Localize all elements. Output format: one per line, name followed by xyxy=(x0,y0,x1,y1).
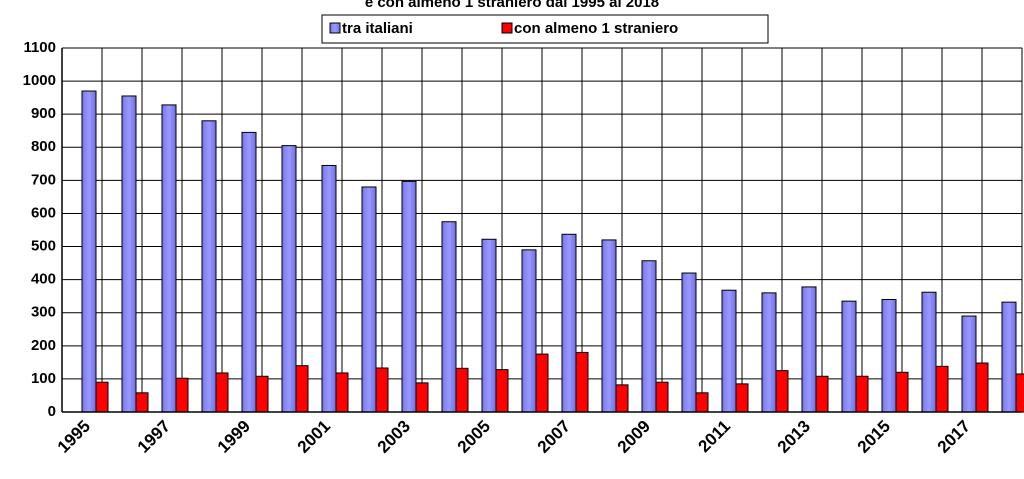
bar xyxy=(975,362,989,413)
y-tick-label: 400 xyxy=(31,271,56,288)
bar xyxy=(695,392,709,413)
bar xyxy=(481,238,497,413)
bar xyxy=(241,131,257,413)
y-tick-label: 200 xyxy=(31,337,56,354)
x-tick-label: 2017 xyxy=(934,417,974,457)
bar xyxy=(1015,373,1024,413)
bar xyxy=(921,291,937,413)
bar xyxy=(535,353,549,413)
x-tick-label: 2013 xyxy=(774,417,814,457)
x-tick-label: 2005 xyxy=(454,417,494,457)
bar xyxy=(841,300,857,413)
bar xyxy=(95,381,109,413)
y-tick-label: 1000 xyxy=(23,72,56,89)
bar xyxy=(735,383,749,413)
bar xyxy=(681,272,697,413)
bar xyxy=(815,375,829,413)
bar xyxy=(1001,301,1017,413)
x-tick-label: 2007 xyxy=(534,417,574,457)
y-tick-label: 500 xyxy=(31,238,56,255)
bar xyxy=(961,315,977,413)
y-tick-label: 600 xyxy=(31,204,56,221)
bar xyxy=(255,375,269,413)
legend-swatch xyxy=(501,22,513,34)
x-tick-label: 1995 xyxy=(54,417,94,457)
bar xyxy=(81,90,97,413)
y-tick-label: 900 xyxy=(31,105,56,122)
bar xyxy=(361,186,377,413)
bar xyxy=(655,381,669,413)
legend-swatch xyxy=(329,22,341,34)
x-tick-label: 2011 xyxy=(694,417,734,457)
x-tick-label: 2015 xyxy=(854,417,894,457)
bar xyxy=(321,164,337,413)
bar xyxy=(721,289,737,413)
bar xyxy=(175,377,189,413)
bar xyxy=(615,384,629,413)
bar xyxy=(215,372,229,413)
x-tick-label: 2003 xyxy=(374,417,414,457)
x-tick-label: 2001 xyxy=(294,417,334,457)
bar xyxy=(401,180,417,413)
bar xyxy=(521,249,537,413)
y-tick-label: 300 xyxy=(31,304,56,321)
bar xyxy=(561,233,577,413)
bar xyxy=(335,372,349,413)
bar xyxy=(495,369,509,413)
x-tick-label: 2009 xyxy=(614,417,654,457)
legend-label: tra italiani xyxy=(342,20,413,37)
bar xyxy=(455,367,469,413)
chart-title: e con almeno 1 straniero dal 1995 al 201… xyxy=(365,0,659,11)
bar xyxy=(121,95,137,413)
bar xyxy=(375,367,389,413)
bar xyxy=(441,221,457,413)
x-tick-label: 1997 xyxy=(134,417,174,457)
bar xyxy=(135,392,149,413)
legend-label: con almeno 1 straniero xyxy=(514,20,678,37)
bar xyxy=(855,375,869,413)
x-tick-label: 1999 xyxy=(214,417,254,457)
bar xyxy=(575,351,589,413)
bar xyxy=(761,292,777,413)
bar xyxy=(415,382,429,413)
bar xyxy=(641,260,657,413)
bar xyxy=(895,371,909,413)
bar xyxy=(281,145,297,413)
bar xyxy=(881,298,897,413)
legend-box xyxy=(321,14,769,44)
y-tick-label: 100 xyxy=(31,370,56,387)
bar xyxy=(295,365,309,413)
bar xyxy=(801,286,817,413)
y-tick-label: 700 xyxy=(31,171,56,188)
y-tick-label: 1100 xyxy=(23,39,56,56)
bar xyxy=(201,120,217,413)
bar xyxy=(161,104,177,413)
bar xyxy=(601,239,617,413)
bar xyxy=(775,370,789,413)
y-tick-label: 0 xyxy=(48,403,56,420)
y-tick-label: 800 xyxy=(31,138,56,155)
bar xyxy=(935,365,949,413)
